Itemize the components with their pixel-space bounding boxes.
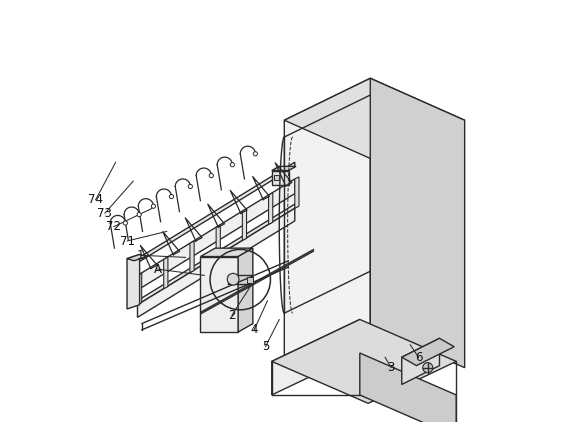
Circle shape [230,163,234,167]
Circle shape [423,363,433,373]
Circle shape [209,173,213,178]
Text: 6: 6 [415,351,422,364]
Polygon shape [272,170,288,185]
Circle shape [151,204,156,208]
Polygon shape [164,257,168,289]
Polygon shape [200,248,253,257]
Bar [274,175,279,180]
Polygon shape [242,209,246,241]
Text: 74: 74 [88,193,103,207]
Polygon shape [127,255,140,309]
Text: 2: 2 [228,309,235,322]
Text: 5: 5 [262,340,269,353]
Polygon shape [360,353,456,425]
Polygon shape [200,257,238,332]
Polygon shape [137,179,295,290]
Polygon shape [137,204,295,305]
Circle shape [253,152,257,156]
Polygon shape [295,177,299,208]
Text: 73: 73 [98,207,112,220]
Polygon shape [137,208,295,317]
Polygon shape [127,255,147,261]
Polygon shape [272,166,296,170]
Polygon shape [238,248,253,332]
Circle shape [137,212,141,217]
Text: 1: 1 [137,249,145,262]
Text: 71: 71 [119,235,134,247]
Polygon shape [268,193,273,224]
Polygon shape [402,338,440,385]
Polygon shape [370,78,464,368]
Polygon shape [284,78,464,162]
Circle shape [123,221,128,225]
Polygon shape [137,162,295,263]
Text: 72: 72 [106,220,121,233]
Circle shape [170,195,174,198]
Polygon shape [272,320,456,403]
Polygon shape [216,225,220,257]
Polygon shape [272,320,360,395]
Polygon shape [137,273,142,305]
Circle shape [188,184,193,189]
Polygon shape [190,241,194,272]
Bar [246,277,253,283]
Text: A: A [153,263,162,276]
Polygon shape [284,78,370,368]
Circle shape [227,273,239,285]
Polygon shape [402,338,454,366]
Text: 3: 3 [388,361,395,374]
Text: 4: 4 [250,323,258,337]
